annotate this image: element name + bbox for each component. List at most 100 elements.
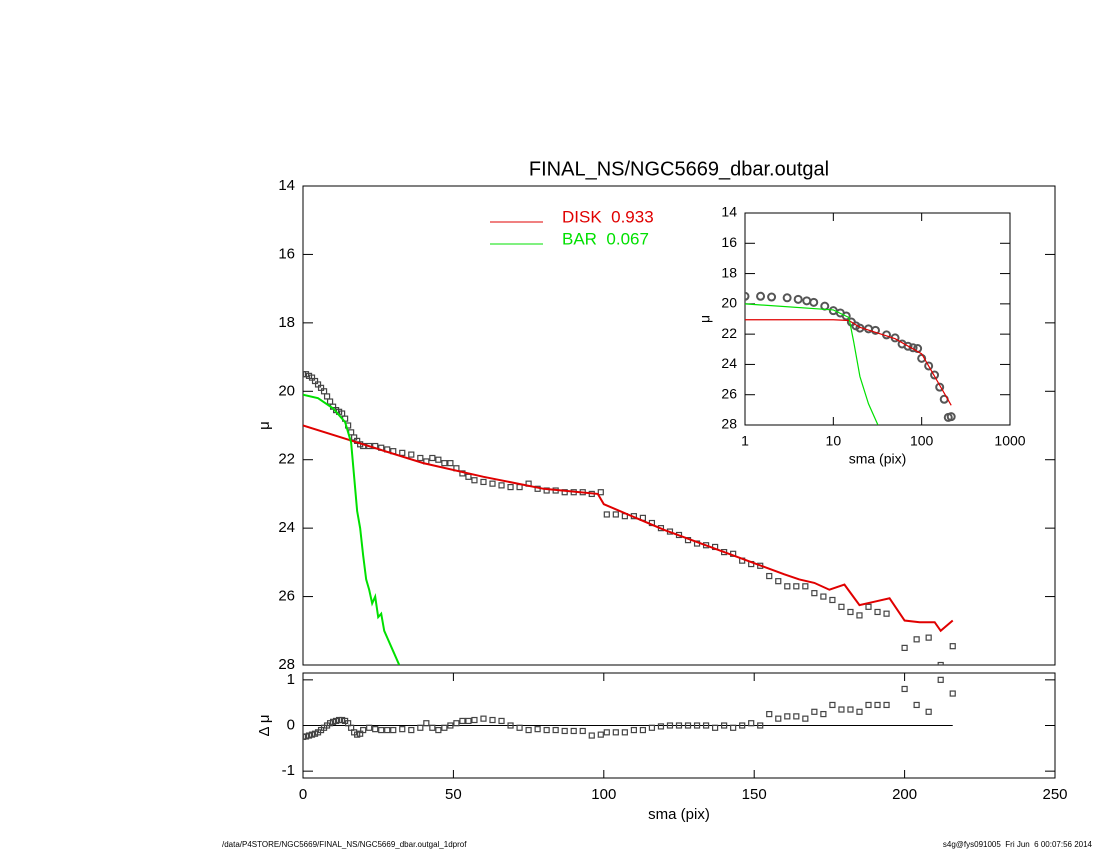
- data-point: [507, 483, 514, 491]
- footer-left: /data/P4STORE/NGC5669/FINAL_NS/NGC5669_d…: [222, 840, 467, 849]
- y-tick-label: 28: [278, 656, 295, 673]
- data-point: [802, 583, 809, 590]
- data-point: [579, 727, 586, 735]
- y-axis-label: μ: [256, 421, 273, 430]
- data-point: [793, 294, 803, 304]
- data-point: [935, 382, 945, 392]
- data-point: [489, 480, 496, 487]
- data-point: [465, 717, 472, 725]
- data-point: [399, 449, 406, 456]
- x-tick-label: 0: [299, 786, 307, 803]
- x-tick-label: 100: [591, 786, 616, 803]
- y-tick-label: 20: [278, 382, 295, 399]
- data-point: [612, 511, 619, 518]
- x-tick-label: 250: [1042, 786, 1067, 803]
- data-point: [408, 451, 415, 458]
- data-point: [865, 701, 872, 709]
- data-point: [856, 612, 863, 619]
- data-point: [384, 726, 391, 734]
- data-point: [793, 713, 800, 720]
- data-point: [847, 706, 854, 713]
- data-point: [684, 722, 692, 729]
- plot-area: [303, 676, 956, 741]
- data-point: [784, 713, 791, 720]
- data-point: [435, 456, 442, 463]
- data-point: [925, 708, 932, 715]
- data-point: [775, 715, 782, 722]
- data-point: [516, 724, 523, 731]
- data-point: [693, 722, 701, 729]
- data-point: [372, 726, 379, 733]
- data-point: [507, 722, 514, 729]
- data-point: [423, 720, 430, 727]
- data-point: [417, 454, 424, 462]
- data-point: [820, 593, 827, 600]
- y-tick-label: 14: [278, 177, 295, 194]
- data-point: [543, 726, 550, 734]
- data-point: [303, 733, 307, 741]
- data-point: [802, 296, 812, 306]
- data-point: [534, 726, 541, 733]
- data-point: [838, 706, 845, 713]
- data-point: [543, 487, 550, 494]
- data-point: [809, 297, 819, 307]
- x-tick-label: 100: [910, 433, 934, 449]
- data-point: [561, 489, 568, 496]
- data-point: [435, 726, 442, 734]
- model-line: [745, 319, 952, 406]
- data-point: [570, 727, 577, 735]
- data-point: [323, 393, 331, 400]
- data-point: [883, 701, 890, 709]
- model-line: [303, 393, 401, 665]
- data-point: [666, 722, 674, 729]
- data-point: [829, 596, 836, 604]
- data-point: [612, 729, 619, 736]
- y-tick-label: 16: [721, 234, 737, 250]
- x-tick-label: 200: [892, 786, 917, 803]
- data-point: [621, 729, 628, 736]
- data-point: [480, 715, 487, 722]
- data-point: [441, 724, 448, 731]
- data-point: [811, 590, 818, 597]
- x-axis-label: sma (pix): [849, 451, 907, 467]
- data-point: [874, 608, 881, 616]
- data-point: [745, 291, 750, 301]
- data-point: [366, 724, 373, 731]
- data-point: [782, 293, 792, 303]
- data-point: [480, 478, 487, 486]
- data-point: [756, 291, 766, 301]
- data-point: [630, 726, 637, 734]
- data-point: [390, 726, 397, 734]
- data-point: [856, 708, 863, 715]
- data-point: [498, 482, 505, 489]
- data-point: [489, 716, 496, 724]
- data-point: [360, 726, 367, 734]
- data-point: [721, 722, 728, 729]
- y-tick-label: 24: [278, 519, 295, 536]
- data-point: [925, 634, 932, 641]
- data-point: [883, 610, 890, 617]
- plot-area: [303, 371, 956, 665]
- x-tick-label: 10: [826, 433, 842, 449]
- data-point: [471, 477, 478, 484]
- data-point: [767, 292, 777, 302]
- plot-area: [745, 291, 956, 425]
- data-point: [561, 727, 568, 735]
- y-tick-label: 28: [721, 416, 737, 432]
- data-point: [874, 701, 881, 709]
- data-point: [946, 412, 956, 422]
- data-point: [597, 731, 604, 738]
- x-tick-label: 1000: [994, 433, 1025, 449]
- data-point: [417, 724, 424, 731]
- data-point: [793, 583, 800, 590]
- data-point: [603, 511, 610, 518]
- y-tick-label: 18: [278, 314, 295, 331]
- data-point: [675, 722, 683, 729]
- data-point: [711, 724, 719, 731]
- data-point: [459, 717, 466, 725]
- data-point: [471, 716, 478, 724]
- data-point: [739, 722, 746, 729]
- data-point: [937, 676, 944, 683]
- data-point: [766, 572, 773, 580]
